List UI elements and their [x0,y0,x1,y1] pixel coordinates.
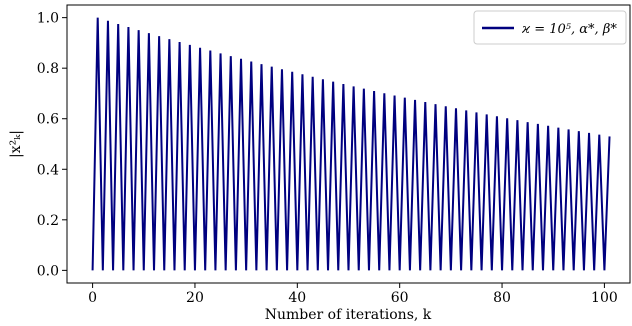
x-tick-label: 100 [591,290,618,306]
y-tick-label: 1.0 [37,11,59,27]
y-tick-label: 0.2 [37,213,59,229]
y-tick-label: 0.0 [37,263,59,279]
y-tick-label: 0.4 [37,162,59,178]
y-tick-label: 0.6 [37,112,59,128]
x-tick-label: 20 [186,290,204,306]
plot-frame [66,4,631,284]
series-line [91,17,611,271]
y-axis-label: |x²ₖ| [8,130,24,158]
legend: ϰ = 10⁵, α*, β* [473,10,627,45]
legend-entry-label: ϰ = 10⁵, α*, β* [521,22,617,37]
x-axis-label: Number of iterations, k [265,307,432,323]
x-tick-label: 0 [88,290,97,306]
x-tick-label: 40 [288,290,306,306]
x-tick-label: 80 [493,290,511,306]
y-tick-label: 0.8 [37,61,59,77]
x-axis-ticks: 0 20 40 60 80 100 [88,283,618,306]
y-axis-ticks: 0.0 0.2 0.4 0.6 0.8 1.0 [37,11,67,279]
legend-box [473,10,627,45]
x-tick-label: 60 [391,290,409,306]
series-layer [91,17,611,271]
